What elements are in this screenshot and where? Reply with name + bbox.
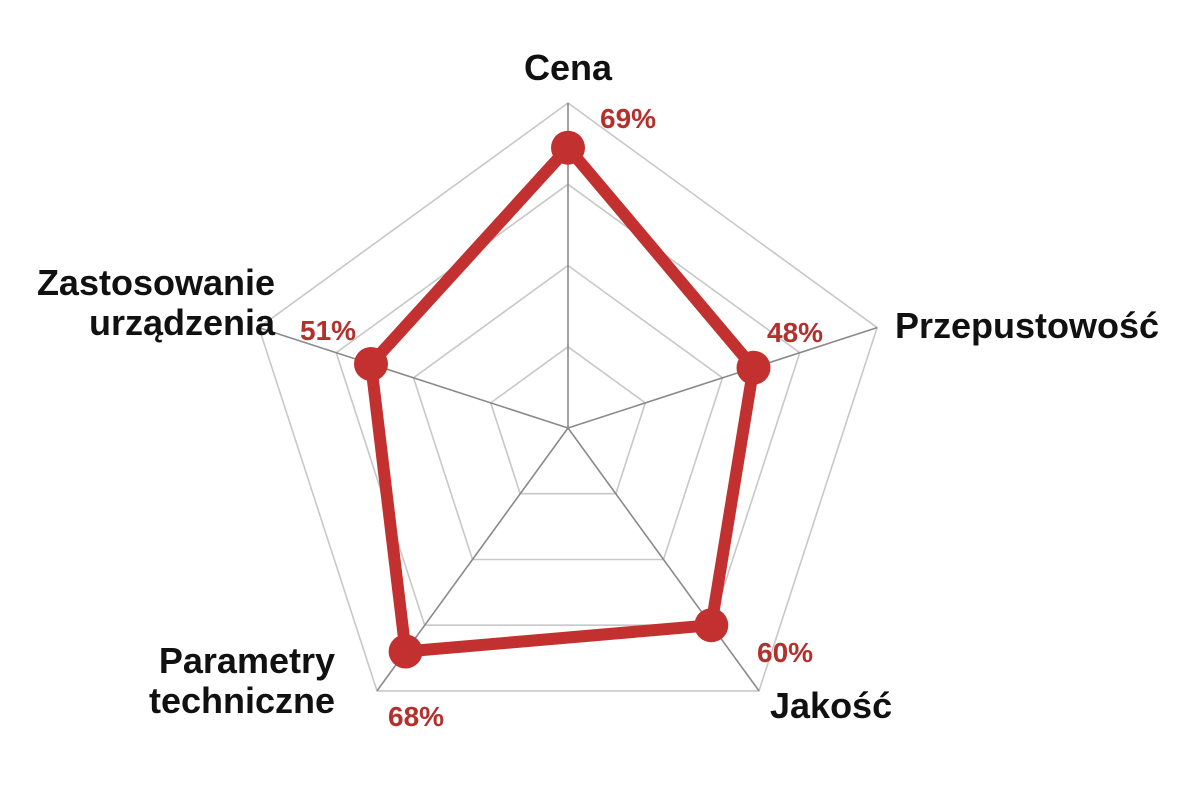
data-point-5	[354, 347, 388, 381]
data-point-4	[388, 634, 423, 669]
spoke-layer	[258, 103, 878, 692]
axis-label-line: Zastosowanie	[37, 262, 275, 303]
value-label-5: 51%	[300, 315, 356, 346]
axis-label-3: Jakość	[770, 685, 892, 726]
grid-ring-4	[257, 102, 879, 692]
axis-spoke-3	[567, 427, 760, 692]
value-label-3: 60%	[757, 637, 813, 668]
data-point-3	[694, 608, 729, 643]
data-point-2	[736, 350, 771, 385]
axis-label-2: Przepustowość	[895, 305, 1159, 346]
series-line	[365, 141, 760, 658]
data-point-1	[551, 130, 585, 165]
axis-spoke-2	[567, 326, 878, 429]
grid-ring-3	[335, 183, 801, 627]
axis-label-line: techniczne	[149, 680, 335, 721]
value-label-2: 48%	[767, 317, 823, 348]
axis-label-1: Cena	[524, 47, 613, 88]
grid-layer	[257, 102, 879, 692]
axis-label-line: Jakość	[770, 685, 892, 726]
axis-label-line: Parametry	[159, 640, 335, 681]
axis-spoke-5	[258, 326, 569, 429]
value-label-1: 69%	[600, 103, 656, 134]
series-layer	[354, 130, 771, 669]
grid-ring-2	[412, 264, 724, 561]
axis-label-4: Parametry techniczne	[149, 640, 335, 721]
value-label-4: 68%	[388, 701, 444, 732]
axis-label-line: urządzenia	[89, 302, 276, 343]
axis-label-line: Cena	[524, 47, 613, 88]
grid-ring-1	[489, 345, 647, 495]
label-layer: Cena Przepustowość Jakość Parametry technicz…	[37, 47, 1159, 732]
axis-label-line: Przepustowość	[895, 305, 1159, 346]
axis-label-5: Zastosowanie urządzenia	[37, 262, 276, 343]
